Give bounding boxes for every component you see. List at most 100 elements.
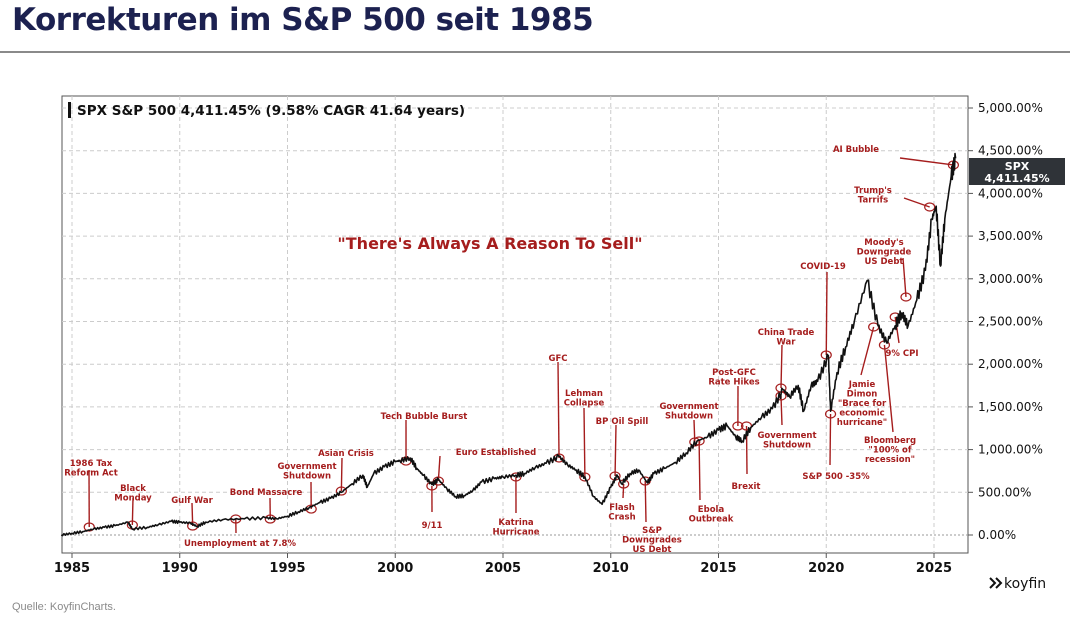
annotation-leader [780,395,783,426]
annotation-label: Post-GFC [712,368,756,378]
annotation-leader [614,424,617,477]
y-tick-label: 2,500.00% [978,315,1043,329]
annotation-label: Government [659,402,718,412]
annotation-label: Hurricane [492,528,539,538]
koyfin-logo-icon [989,577,1003,589]
annotation-label: War [776,338,796,348]
y-tick-label: 2,000.00% [978,357,1043,371]
annotation-leader [902,257,907,298]
annotation-label: hurricane" [837,418,887,428]
tag-value: 4,411.45% [984,172,1049,185]
annotation-label: US Debt [865,257,904,267]
annotation-label: Bloomberg [864,436,916,446]
annotation-label: Collapse [564,399,605,409]
x-tick-label: 2015 [700,561,736,576]
annotation-marker [426,481,438,491]
annotation-label: Outbreak [689,515,734,525]
y-tick-label: 5,000.00% [978,101,1043,115]
annotation-leader [644,481,647,523]
annotation-leader [340,457,343,492]
chart-quote: "There's Always A Reason To Sell" [337,234,642,253]
annotation-label: China Trade [758,328,815,338]
annotation-label: Reform Act [64,469,118,479]
annotation-label: Shutdown [665,412,713,422]
annotation-leader [557,361,560,458]
annotation-leader [860,326,875,376]
annotation-label: Shutdown [763,441,811,451]
annotation-leader [825,271,828,355]
y-axis: 0.00% 500.00% 1,000.00% 1,500.00% 2,000.00% 2… [968,101,1043,542]
source-note: Quelle: KoyfinCharts. [12,601,116,613]
logo-text: koyfin [1004,576,1046,592]
annotation-label: Downgrade [857,248,912,258]
annotation-label: economic [839,409,884,419]
annotation: Asian Crisis [318,449,374,496]
annotation-marker [432,476,444,486]
annotation-label: Shutdown [283,472,331,482]
annotation-label: Monday [114,494,152,504]
x-tick-label: 2010 [593,561,629,576]
annotation-leader [883,344,894,433]
y-tick-label: 1,500.00% [978,400,1043,414]
annotation-marker [579,472,591,482]
annotation-label: Katrina [498,518,534,528]
annotation-label: GFC [548,354,567,364]
annotation-label: Moody's [864,238,903,248]
annotation-label: Rate Hikes [708,378,759,388]
annotation-marker [924,202,936,212]
x-tick-label: 1990 [162,561,198,576]
annotation-label: Lehman [565,389,603,399]
annotation-leader [583,407,586,478]
annotation-label: Crash [608,513,635,523]
annotation-label: Bond Massacre [230,488,303,498]
x-tick-label: 2000 [377,561,413,576]
annotation-leader [698,440,701,501]
annotation-label: Unemployment at 7.8% [184,539,296,549]
y-tick-label: 0.00% [978,528,1016,542]
title-divider [0,51,1070,53]
legend-label: SPX S&P 500 4,411.45% (9.58% CAGR 41.64 … [77,103,465,119]
annotation-leader [899,157,954,166]
annotation-leader [622,483,625,499]
annotation-label: Black [120,484,146,494]
x-tick-label: 2025 [916,561,952,576]
annotation-label: BP Oil Spill [596,417,649,427]
annotation-label: "Brace for [838,399,887,409]
annotation-label: Downgrades [622,536,682,546]
legend: SPX S&P 500 4,411.45% (9.58% CAGR 41.64 … [68,102,465,119]
annotation-label: Tech Bubble Burst [381,412,468,422]
annotation-label: Tarrifs [858,196,889,206]
annotation-marker [900,292,912,302]
x-tick-label: 1985 [54,561,90,576]
annotation-leader [780,344,783,389]
annotation-marker [732,421,744,431]
annotation: 9/11 [422,481,443,531]
x-tick-label: 2005 [485,561,521,576]
annotation-label: 9% CPI [885,349,918,359]
annotation-label: COVID-19 [800,262,846,272]
annotation-label: Government [277,462,336,472]
tag-ticker: SPX [1005,160,1030,173]
legend-swatch [68,102,71,118]
annotation-label: Flash [609,503,635,513]
annotation-label: Euro Established [456,448,536,458]
annotation-label: Jamie [848,380,876,390]
x-tick-label: 1995 [269,561,305,576]
annotation-label: AI Bubble [833,145,879,155]
annotation-label: Dimon [847,390,878,400]
x-axis: 1985 1990 1995 2000 2005 2010 2015 2020 2025 [54,553,952,576]
annotation-marker [335,486,347,496]
last-value-tag: SPX 4,411.45% [969,158,1065,185]
annotation-label: Government [757,431,816,441]
annotation-label: "100% of [868,446,911,456]
annotation: Euro Established [432,448,536,486]
y-tick-label: 3,000.00% [978,272,1043,286]
spx-series-line [60,152,957,537]
annotation-label: Asian Crisis [318,449,374,459]
annotation-label: Brexit [732,482,761,492]
